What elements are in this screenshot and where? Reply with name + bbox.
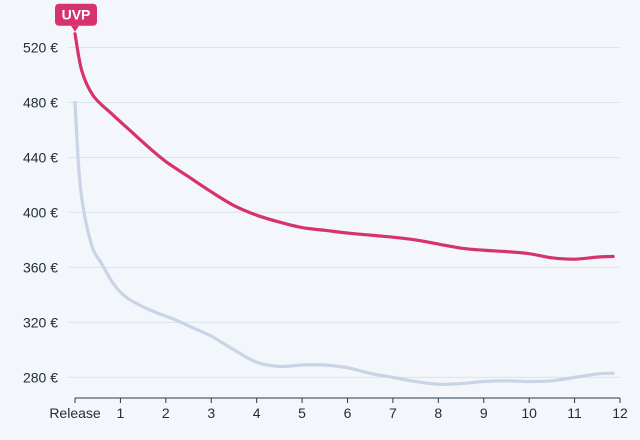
y-tick-label: 360 € (23, 259, 58, 275)
series-line-uvp (73, 32, 615, 261)
annotation-layer: UVP (55, 3, 97, 32)
y-tick-label: 400 € (23, 204, 58, 220)
uvp-badge-pointer (71, 25, 79, 32)
x-tick-label: 11 (567, 405, 582, 421)
uvp-badge-label: UVP (62, 7, 91, 23)
y-tick-label: 520 € (23, 39, 58, 55)
grid-lines (68, 46, 620, 378)
x-tick-label: 3 (207, 405, 215, 421)
x-tick-label: 7 (389, 405, 397, 421)
x-tick-label: 6 (344, 405, 352, 421)
x-tick-label: 2 (162, 405, 170, 421)
x-tick-label: Release (49, 405, 101, 421)
y-axis-labels: 280 € 320 € 360 € 400 € 440 € 480 € 520 € (23, 39, 58, 385)
x-tick-label: 5 (298, 405, 306, 421)
x-tick-label: 8 (434, 405, 442, 421)
x-tick-label: 10 (521, 405, 537, 421)
x-tick-label: 9 (480, 405, 488, 421)
x-tick-label: 1 (117, 405, 125, 421)
x-tick-label: 4 (253, 405, 261, 421)
y-tick-label: 320 € (23, 314, 58, 330)
y-tick-label: 480 € (23, 94, 58, 110)
uvp-badge (55, 3, 97, 26)
y-tick-label: 280 € (23, 369, 58, 385)
x-axis: Release 1 2 3 4 5 6 7 8 9 10 11 12 (49, 397, 628, 421)
series-layer (73, 32, 615, 386)
x-tick-label: 12 (612, 405, 628, 421)
series-line-price (73, 100, 615, 386)
y-tick-label: 440 € (23, 149, 58, 165)
